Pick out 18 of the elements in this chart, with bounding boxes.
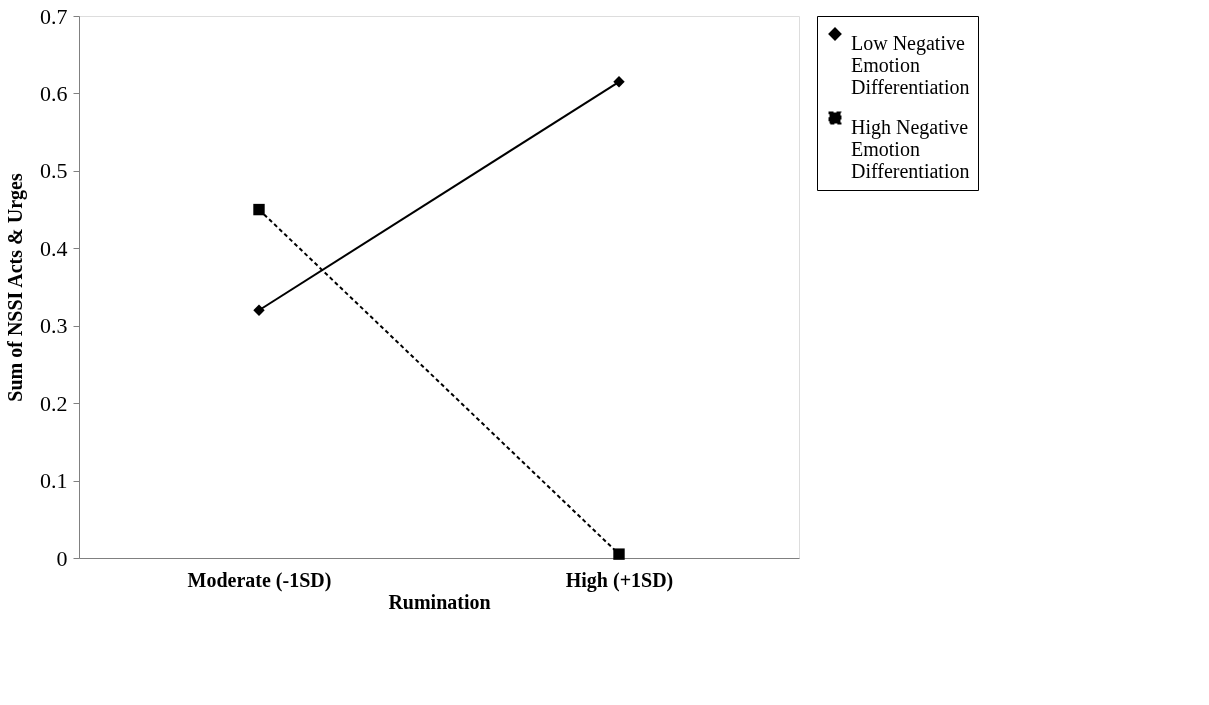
- y-axis-title: Sum of NSSI Acts & Urges: [4, 173, 27, 402]
- y-tick-label: 0.2: [40, 390, 68, 416]
- y-tick-label: 0.1: [40, 468, 68, 494]
- y-tick-label: 0.3: [40, 313, 68, 339]
- x-axis-title: Rumination: [388, 590, 491, 613]
- y-tick-label: 0: [56, 545, 68, 571]
- point: [253, 203, 265, 216]
- point: [253, 304, 265, 316]
- point: [613, 76, 625, 88]
- y-tick-label: 0.4: [40, 235, 68, 261]
- x-tick-label: High (+1SD): [565, 568, 674, 592]
- x-tick-label: Moderate (-1SD): [187, 568, 332, 592]
- y-tick-label: 0.5: [40, 158, 68, 184]
- legend-label: High Negative Emotion Differentiation: [851, 116, 970, 182]
- point: [613, 548, 625, 560]
- y-tick-label: 0.7: [40, 3, 68, 29]
- y-tick-label: 0.6: [40, 80, 68, 106]
- legend-label: Low Negative Emotion Differentiation: [851, 32, 970, 98]
